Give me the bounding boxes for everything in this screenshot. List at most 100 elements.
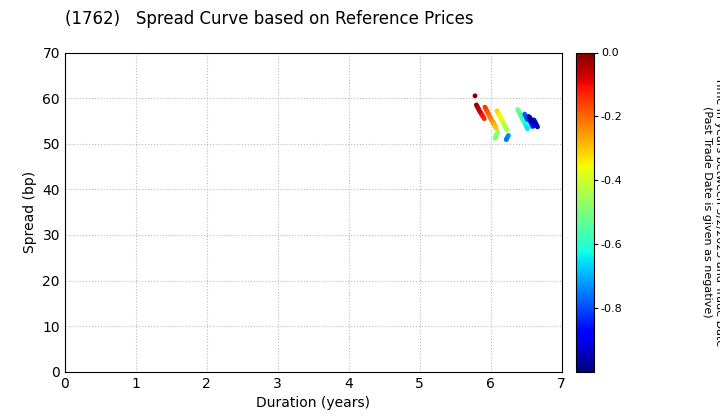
Point bbox=[521, 124, 533, 131]
Point bbox=[520, 121, 531, 128]
Point bbox=[487, 118, 498, 125]
Point bbox=[526, 122, 538, 129]
Point bbox=[531, 123, 543, 130]
Point bbox=[518, 118, 530, 125]
Point bbox=[490, 125, 502, 131]
Point bbox=[476, 111, 487, 118]
Point bbox=[489, 122, 500, 129]
Point bbox=[492, 129, 503, 136]
Point bbox=[502, 134, 513, 140]
Point bbox=[526, 120, 538, 126]
Point bbox=[500, 124, 511, 131]
Point bbox=[472, 103, 483, 110]
Point bbox=[474, 108, 486, 115]
Point bbox=[515, 112, 526, 118]
Point bbox=[526, 121, 537, 127]
Y-axis label: Spread (bp): Spread (bp) bbox=[23, 171, 37, 253]
Point bbox=[527, 121, 539, 128]
Text: (1762)   Spread Curve based on Reference Prices: (1762) Spread Curve based on Reference P… bbox=[65, 10, 474, 29]
Point bbox=[531, 122, 542, 129]
Point bbox=[523, 114, 535, 121]
Point bbox=[479, 115, 490, 122]
Point bbox=[469, 92, 481, 99]
Point bbox=[490, 133, 501, 140]
Point bbox=[531, 121, 542, 127]
Point bbox=[473, 106, 485, 113]
Point bbox=[513, 108, 524, 114]
Point bbox=[524, 114, 536, 121]
X-axis label: Duration (years): Duration (years) bbox=[256, 396, 370, 410]
Point bbox=[524, 116, 536, 123]
Point bbox=[487, 120, 499, 126]
Point bbox=[525, 117, 536, 124]
Point bbox=[492, 110, 504, 117]
Point bbox=[526, 118, 537, 125]
Point bbox=[477, 112, 488, 118]
Point bbox=[490, 132, 502, 139]
Point bbox=[486, 118, 498, 124]
Point bbox=[527, 123, 539, 130]
Point bbox=[520, 112, 531, 119]
Point bbox=[523, 117, 535, 123]
Point bbox=[482, 111, 494, 118]
Point bbox=[493, 112, 505, 118]
Point bbox=[484, 113, 495, 120]
Point bbox=[480, 105, 492, 112]
Point bbox=[477, 113, 489, 120]
Point bbox=[528, 117, 540, 123]
Point bbox=[500, 125, 512, 132]
Point bbox=[498, 121, 510, 128]
Point bbox=[495, 114, 506, 121]
Point bbox=[521, 115, 533, 121]
Point bbox=[489, 135, 500, 142]
Point bbox=[521, 123, 532, 129]
Y-axis label: Time in years between 5/2/2025 and Trade Date
(Past Trade Date is given as negat: Time in years between 5/2/2025 and Trade… bbox=[702, 77, 720, 347]
Point bbox=[516, 113, 527, 120]
Point bbox=[481, 108, 492, 115]
Point bbox=[492, 109, 503, 116]
Point bbox=[525, 115, 536, 122]
Point bbox=[475, 109, 487, 116]
Point bbox=[529, 118, 541, 125]
Point bbox=[523, 113, 534, 120]
Point bbox=[483, 112, 495, 119]
Point bbox=[481, 107, 492, 113]
Point bbox=[471, 102, 482, 108]
Point bbox=[478, 114, 490, 121]
Point bbox=[501, 127, 513, 134]
Point bbox=[526, 117, 537, 123]
Point bbox=[516, 114, 528, 121]
Point bbox=[495, 116, 507, 123]
Point bbox=[523, 115, 534, 122]
Point bbox=[525, 119, 536, 126]
Point bbox=[485, 116, 497, 123]
Point bbox=[499, 123, 510, 129]
Point bbox=[491, 108, 503, 114]
Point bbox=[498, 120, 509, 126]
Point bbox=[494, 113, 505, 120]
Point bbox=[490, 123, 501, 130]
Point bbox=[512, 106, 523, 113]
Point bbox=[514, 110, 526, 117]
Point bbox=[513, 109, 525, 116]
Point bbox=[521, 113, 532, 120]
Point bbox=[482, 109, 493, 116]
Point bbox=[522, 125, 534, 132]
Point bbox=[522, 116, 534, 123]
Point bbox=[526, 118, 538, 125]
Point bbox=[518, 117, 529, 124]
Point bbox=[488, 121, 500, 128]
Point bbox=[496, 117, 508, 124]
Point bbox=[474, 107, 485, 114]
Point bbox=[517, 116, 528, 123]
Point bbox=[491, 130, 503, 137]
Point bbox=[519, 120, 531, 126]
Point bbox=[530, 119, 541, 126]
Point bbox=[500, 136, 512, 143]
Point bbox=[472, 104, 484, 111]
Point bbox=[497, 118, 508, 125]
Point bbox=[524, 118, 536, 125]
Point bbox=[480, 104, 491, 110]
Point bbox=[519, 111, 531, 118]
Point bbox=[501, 135, 513, 142]
